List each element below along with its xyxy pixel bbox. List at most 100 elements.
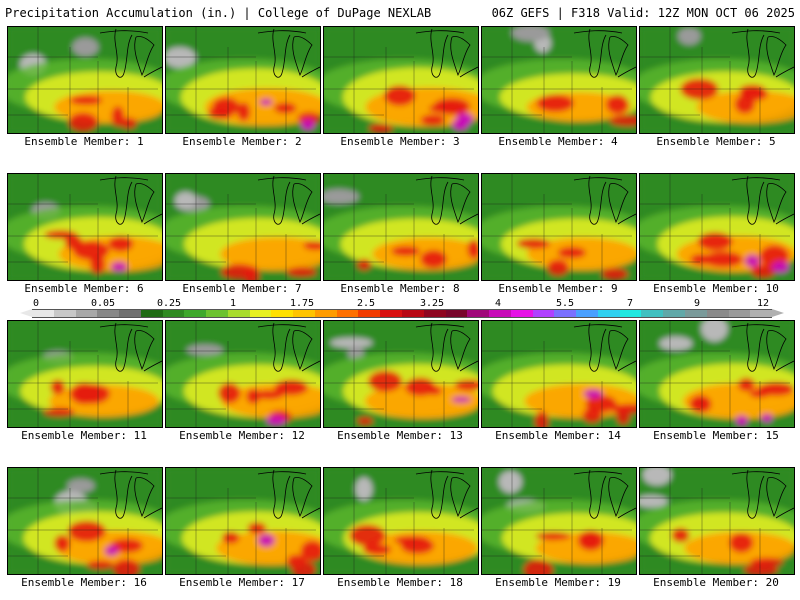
colorbar-label: 12 — [756, 298, 770, 309]
colorbar-swatch — [576, 310, 598, 317]
colorbar-swatch — [402, 310, 424, 317]
colorbar-swatch — [510, 310, 533, 317]
colorbar-swatches — [32, 309, 773, 318]
colorbar-swatch — [597, 310, 620, 317]
ensemble-member-map — [165, 26, 321, 134]
colorbar-swatch — [641, 310, 664, 317]
ensemble-member-label: Ensemble Member: 8 — [340, 282, 460, 295]
colorbar-swatch — [750, 310, 773, 317]
ensemble-member-map — [323, 26, 479, 134]
precipitation-map — [8, 321, 162, 427]
colorbar-swatch — [684, 310, 707, 317]
ensemble-member-map — [481, 467, 637, 575]
colorbar-swatch — [619, 310, 642, 317]
ensemble-member-label: Ensemble Member: 14 — [495, 429, 621, 442]
colorbar-swatch — [75, 310, 98, 317]
precipitation-map — [482, 174, 636, 280]
colorbar-label: 9 — [693, 298, 701, 309]
colorbar-label: 7 — [626, 298, 634, 309]
ensemble-member-label: Ensemble Member: 11 — [21, 429, 147, 442]
precipitation-map — [640, 27, 794, 133]
colorbar-swatch — [53, 310, 76, 317]
colorbar-swatch — [554, 310, 577, 317]
ensemble-member-map — [639, 320, 795, 428]
ensemble-member-map — [481, 26, 637, 134]
ensemble-member-map — [165, 173, 321, 281]
run-valid-time: 06Z GEFS | F318 Valid: 12Z MON OCT 06 20… — [491, 6, 795, 20]
ensemble-member-map — [639, 173, 795, 281]
ensemble-member-label: Ensemble Member: 3 — [340, 135, 460, 148]
colorbar-label: 0 — [32, 298, 40, 309]
colorbar-label: 1.75 — [289, 298, 315, 309]
colorbar-swatch — [249, 310, 272, 317]
colorbar-label: 0.25 — [156, 298, 182, 309]
ensemble-member-label: Ensemble Member: 20 — [653, 576, 779, 589]
ensemble-member-map — [481, 173, 637, 281]
colorbar-label: 1 — [229, 298, 237, 309]
colorbar-left-arrow — [20, 309, 32, 317]
ensemble-member-label: Ensemble Member: 9 — [498, 282, 618, 295]
colorbar-swatch — [97, 310, 120, 317]
ensemble-member-map — [7, 467, 163, 575]
colorbar-swatch — [184, 310, 207, 317]
ensemble-member-map — [165, 320, 321, 428]
precipitation-map — [482, 321, 636, 427]
colorbar-label: 5.5 — [555, 298, 575, 309]
precipitation-map — [324, 27, 478, 133]
colorbar-swatch — [467, 310, 490, 317]
ensemble-member-label: Ensemble Member: 7 — [182, 282, 302, 295]
colorbar — [20, 309, 784, 318]
ensemble-member-label: Ensemble Member: 2 — [182, 135, 302, 148]
colorbar-swatch — [445, 310, 468, 317]
colorbar-labels: 0 0.05 0.25 1 1.75 2.5 3.25 4 5.5 7 9 12 — [0, 298, 800, 310]
ensemble-member-label: Ensemble Member: 13 — [337, 429, 463, 442]
colorbar-swatch — [336, 310, 359, 317]
colorbar-swatch — [706, 310, 729, 317]
precipitation-map — [8, 468, 162, 574]
ensemble-member-label: Ensemble Member: 5 — [656, 135, 776, 148]
colorbar-label: 4 — [494, 298, 502, 309]
ensemble-member-label: Ensemble Member: 4 — [498, 135, 618, 148]
colorbar-swatch — [140, 310, 163, 317]
colorbar-swatch — [271, 310, 294, 317]
colorbar-label: 2.5 — [356, 298, 376, 309]
colorbar-label: 3.25 — [419, 298, 445, 309]
ensemble-member-label: Ensemble Member: 19 — [495, 576, 621, 589]
precipitation-map — [166, 174, 320, 280]
precipitation-map — [324, 174, 478, 280]
colorbar-label: 0.05 — [90, 298, 116, 309]
colorbar-right-arrow — [772, 309, 784, 317]
precipitation-map — [166, 321, 320, 427]
ensemble-member-label: Ensemble Member: 10 — [653, 282, 779, 295]
ensemble-member-map — [323, 173, 479, 281]
ensemble-member-map — [7, 320, 163, 428]
colorbar-swatch — [314, 310, 337, 317]
precipitation-map — [324, 468, 478, 574]
ensemble-member-label: Ensemble Member: 16 — [21, 576, 147, 589]
precipitation-map — [640, 321, 794, 427]
ensemble-member-map — [165, 467, 321, 575]
precipitation-map — [8, 174, 162, 280]
colorbar-swatch — [489, 310, 511, 317]
precipitation-map — [166, 27, 320, 133]
colorbar-swatch — [32, 310, 54, 317]
ensemble-member-map — [7, 173, 163, 281]
colorbar-swatch — [162, 310, 185, 317]
ensemble-member-map — [323, 467, 479, 575]
colorbar-swatch — [532, 310, 555, 317]
colorbar-swatch — [423, 310, 446, 317]
precipitation-map — [482, 468, 636, 574]
ensemble-member-label: Ensemble Member: 1 — [24, 135, 144, 148]
ensemble-member-label: Ensemble Member: 6 — [24, 282, 144, 295]
precipitation-map — [324, 321, 478, 427]
precipitation-map — [482, 27, 636, 133]
precipitation-map — [8, 27, 162, 133]
ensemble-member-map — [639, 26, 795, 134]
ensemble-member-label: Ensemble Member: 12 — [179, 429, 305, 442]
ensemble-member-label: Ensemble Member: 15 — [653, 429, 779, 442]
colorbar-swatch — [358, 310, 381, 317]
colorbar-swatch — [227, 310, 250, 317]
precipitation-map — [640, 468, 794, 574]
ensemble-member-map — [481, 320, 637, 428]
ensemble-member-map — [323, 320, 479, 428]
